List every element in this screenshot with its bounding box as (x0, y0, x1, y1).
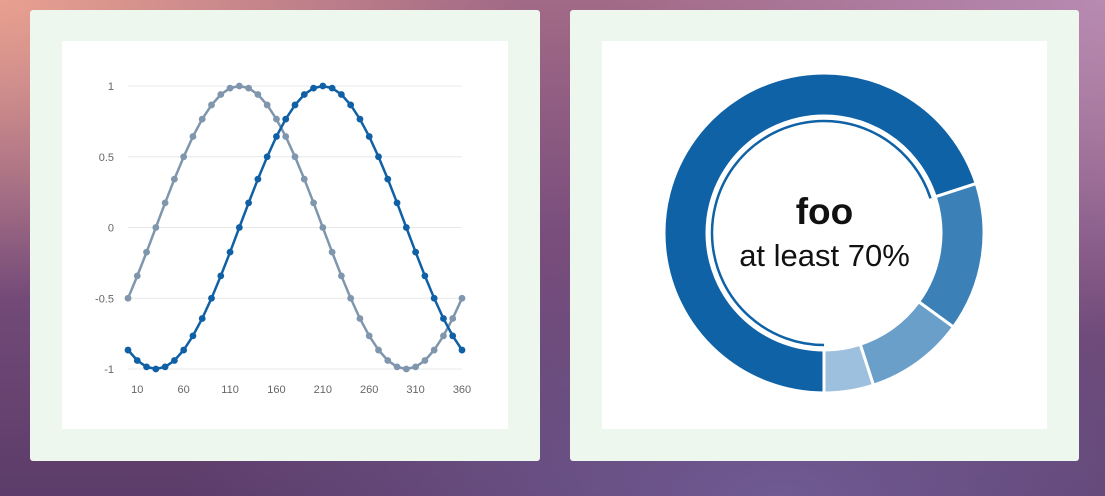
data-point (282, 133, 290, 140)
data-point (412, 248, 420, 256)
data-point (421, 357, 429, 364)
data-point (161, 363, 169, 371)
donut-slice (822, 342, 876, 395)
data-point (143, 248, 150, 256)
data-point (356, 315, 364, 322)
data-point (189, 133, 197, 140)
data-point (347, 101, 355, 109)
donut-chart-card: foo at least 70% (570, 10, 1079, 461)
data-point (300, 175, 308, 183)
data-point (198, 315, 206, 322)
x-tick-label: 360 (453, 384, 471, 396)
data-point (161, 199, 169, 207)
data-point (310, 84, 317, 92)
data-point (384, 357, 392, 364)
data-point (356, 115, 364, 123)
data-point (208, 294, 215, 302)
data-point (282, 115, 290, 123)
data-point (217, 91, 225, 98)
data-point (384, 175, 392, 183)
data-point (170, 175, 178, 183)
data-point (300, 91, 308, 98)
data-point (337, 91, 345, 98)
data-point (375, 153, 382, 161)
line-chart-card: 1 0.5 0 -0.5 -1 10 60 110 160 210 260 310 360 (30, 10, 540, 461)
data-point (412, 363, 420, 371)
donut-title: foo (795, 191, 854, 232)
y-tick-label: 1 (108, 81, 114, 93)
data-point (263, 153, 271, 161)
data-point (143, 363, 150, 371)
data-point (170, 357, 178, 364)
data-point (124, 294, 132, 302)
data-point (402, 365, 410, 373)
data-point (440, 332, 447, 340)
data-point (273, 115, 280, 123)
data-point (133, 357, 141, 364)
data-point (208, 101, 215, 109)
data-point (458, 294, 466, 302)
x-tick-label: 10 (131, 384, 143, 396)
data-point (180, 153, 188, 161)
data-point (421, 272, 429, 280)
data-point (430, 294, 438, 302)
data-point (254, 175, 262, 183)
data-point (328, 248, 336, 256)
data-point (402, 224, 410, 231)
data-point (291, 101, 299, 109)
y-tick-label: 0.5 (99, 152, 114, 164)
data-point (430, 346, 438, 354)
data-point (217, 272, 225, 280)
data-point (124, 346, 132, 354)
data-point (152, 224, 160, 231)
data-point (375, 346, 382, 354)
y-tick-label: -0.5 (95, 293, 114, 305)
data-point (263, 101, 271, 109)
data-point (291, 153, 299, 161)
donut-highlight-ring (710, 119, 932, 347)
data-point (180, 346, 188, 354)
data-point (347, 294, 355, 302)
data-point (393, 363, 401, 371)
line-chart: 1 0.5 0 -0.5 -1 10 60 110 160 210 260 310 360 (95, 81, 471, 396)
data-point (393, 199, 401, 207)
data-point (235, 224, 243, 231)
x-tick-label: 160 (267, 384, 285, 396)
data-point (337, 272, 345, 280)
data-point (310, 199, 317, 207)
data-point (273, 133, 280, 140)
x-tick-label: 210 (314, 384, 332, 396)
y-tick-label: 0 (108, 223, 114, 235)
donut-chart-panel: foo at least 70% (602, 41, 1047, 429)
data-point (245, 199, 253, 207)
donut-chart (662, 71, 986, 395)
data-point (319, 224, 327, 231)
data-point (189, 332, 197, 340)
y-tick-label: -1 (104, 364, 114, 376)
x-tick-label: 110 (221, 384, 239, 396)
x-tick-label: 60 (178, 384, 190, 396)
data-point (133, 272, 141, 280)
line-chart-panel: 1 0.5 0 -0.5 -1 10 60 110 160 210 260 310 360 (62, 41, 508, 429)
data-point (319, 82, 327, 90)
donut-subtitle: at least 70% (739, 238, 910, 273)
data-point (449, 315, 457, 322)
x-tick-label: 260 (360, 384, 378, 396)
data-point (245, 84, 253, 92)
data-point (235, 82, 243, 90)
data-point (449, 332, 457, 340)
data-point (458, 346, 466, 354)
data-point (226, 248, 234, 256)
data-point (254, 91, 262, 98)
data-point (198, 115, 206, 123)
data-point (328, 84, 336, 92)
data-point (152, 365, 160, 373)
data-point (365, 133, 373, 140)
data-point (440, 315, 447, 322)
x-tick-label: 310 (406, 384, 424, 396)
data-point (365, 332, 373, 340)
donut-slice (662, 71, 979, 395)
data-point (226, 84, 234, 92)
